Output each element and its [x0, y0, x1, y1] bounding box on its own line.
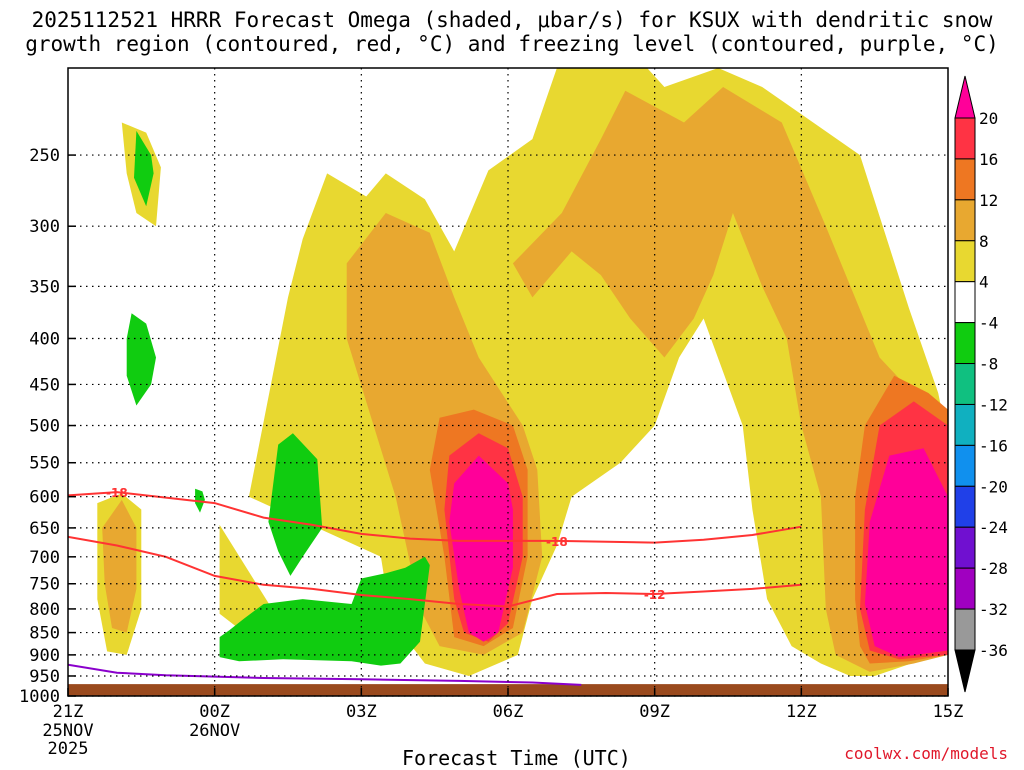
colorbar-swatch	[954, 444, 976, 487]
omega-region--8	[126, 313, 156, 406]
y-tick-label: 250	[29, 146, 60, 166]
colorbar-label: -16	[979, 436, 1008, 455]
omega-region--8	[268, 433, 323, 576]
omega-region--8	[219, 556, 430, 666]
y-tick-label: 950	[29, 667, 60, 687]
title-line-1: 2025112521 HRRR Forecast Omega (shaded, …	[31, 8, 993, 32]
y-tick-label: 700	[29, 548, 60, 568]
colorbar-bottom-arrow	[954, 649, 976, 693]
colorbar-swatch	[954, 240, 976, 283]
contour-label: -12	[644, 588, 666, 602]
colorbar-label: -24	[979, 518, 1008, 537]
x-tick-date-label: 26NOV	[189, 721, 240, 741]
omega-region-20	[449, 455, 513, 642]
y-tick-label: 400	[29, 329, 60, 349]
colorbar: 20 16 12 8 4 -4 -8 -12 -16 -20 -24 -28 -32 -36	[954, 75, 1008, 693]
y-tick-label: 650	[29, 519, 60, 539]
y-tick-label: 1000	[19, 687, 60, 707]
x-tick-label: 09Z	[639, 702, 670, 722]
y-tick-label: 900	[29, 646, 60, 666]
x-tick-label: 00Z	[199, 702, 230, 722]
colorbar-swatch	[954, 281, 976, 324]
y-tick-label: 500	[29, 417, 60, 437]
y-tick-label: 450	[29, 375, 60, 395]
colorbar-swatch	[954, 526, 976, 569]
colorbar-label: 4	[979, 273, 989, 292]
colorbar-swatch	[954, 117, 976, 160]
colorbar-swatch	[954, 485, 976, 528]
contour-line	[68, 491, 802, 544]
omega-region-8	[102, 499, 137, 633]
omega-region-8	[512, 87, 948, 672]
y-tick-label: 600	[29, 488, 60, 508]
colorbar-label: -32	[979, 600, 1008, 619]
y-tick-label: 850	[29, 624, 60, 644]
colorbar-swatch	[954, 608, 976, 651]
colorbar-swatch	[954, 567, 976, 610]
colorbar-label: 8	[979, 232, 989, 251]
x-tick-label: 06Z	[493, 702, 524, 722]
x-tick-date-label: 25NOV	[42, 721, 93, 741]
omega-region-20	[864, 448, 948, 658]
colorbar-swatch	[954, 363, 976, 405]
y-tick-label: 300	[29, 217, 60, 237]
y-tick-label: 550	[29, 454, 60, 474]
colorbar-label: -28	[979, 559, 1008, 578]
x-tick-label: 21Z	[53, 702, 84, 722]
y-axis-ticks: 2503003504004505005506006507007508008509…	[19, 146, 76, 707]
colorbar-swatch	[954, 322, 976, 365]
colorbar-swatch	[954, 158, 976, 201]
y-tick-label: 800	[29, 600, 60, 620]
colorbar-swatch	[954, 403, 976, 446]
colorbar-label: 16	[979, 150, 998, 169]
y-tick-label: 350	[29, 277, 60, 297]
omega-region--8	[134, 130, 154, 207]
colorbar-label: 20	[979, 109, 998, 128]
colorbar-label: -20	[979, 477, 1008, 496]
contour-line	[68, 535, 802, 608]
chart-title: 2025112521 HRRR Forecast Omega (shaded, …	[0, 8, 1024, 56]
x-tick-label: 15Z	[933, 702, 964, 722]
credit-text: coolwx.com/models	[844, 744, 1008, 763]
colorbar-label: -8	[979, 355, 998, 374]
contour-label: -18	[546, 535, 568, 549]
colorbar-top-arrow	[954, 75, 976, 119]
title-line-2: growth region (contoured, red, °C) and f…	[25, 32, 999, 56]
colorbar-label: -36	[979, 641, 1008, 660]
y-tick-label: 750	[29, 575, 60, 595]
contour-label: -18	[106, 486, 128, 500]
contour-line	[68, 663, 582, 686]
colorbar-label: -4	[979, 314, 998, 333]
omega-shaded-regions	[97, 68, 948, 676]
x-axis-label: Forecast Time (UTC)	[402, 746, 631, 770]
colorbar-label: -12	[979, 395, 1008, 414]
x-tick-label: 03Z	[346, 702, 377, 722]
x-tick-year-label: 2025	[48, 739, 89, 759]
x-tick-label: 12Z	[786, 702, 817, 722]
colorbar-swatch	[954, 199, 976, 242]
colorbar-label: 12	[979, 191, 998, 210]
